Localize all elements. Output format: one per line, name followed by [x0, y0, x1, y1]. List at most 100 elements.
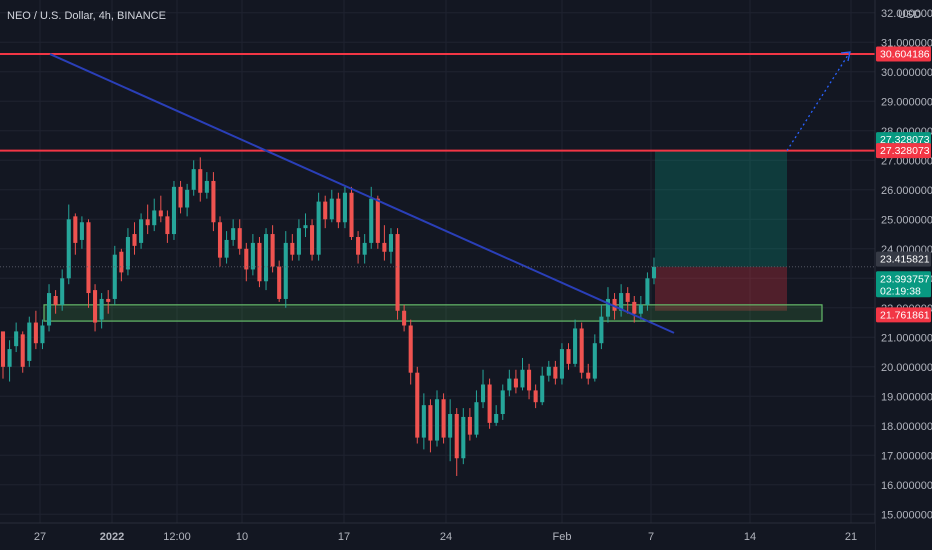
candle-body	[310, 225, 315, 255]
candle-body	[487, 384, 492, 423]
candle-body	[448, 414, 453, 438]
price-tick-label: 32.000000	[881, 8, 932, 20]
candlestick-series	[0, 157, 657, 476]
candle-body	[395, 234, 400, 311]
candle-body	[158, 210, 163, 217]
price-tag	[876, 251, 931, 267]
price-tags: 30.60418627.32807327.32807323.41582123.3…	[876, 46, 931, 323]
candle-body	[434, 399, 440, 441]
candle-body	[93, 290, 98, 323]
candle-body	[415, 372, 420, 438]
candle-body	[592, 343, 597, 379]
candle-body	[520, 369, 525, 388]
candle-body	[283, 242, 288, 299]
price-tag-label: 30.604186	[880, 48, 930, 60]
candle-body	[500, 390, 505, 414]
candle-body	[349, 192, 354, 237]
time-tick-label: 24	[440, 531, 452, 543]
candle-body	[546, 366, 551, 376]
candle-body	[211, 180, 216, 223]
candle-body	[428, 405, 433, 441]
candle-body	[296, 228, 301, 255]
candle-body	[237, 228, 242, 249]
candle-body	[73, 216, 78, 243]
time-tick-label: 10	[236, 531, 248, 543]
candle-body	[7, 349, 12, 367]
candle-body	[625, 293, 630, 302]
candle-body	[369, 198, 374, 243]
time-tick-label: 17	[338, 531, 350, 543]
candle-body	[559, 349, 564, 379]
candle-body	[612, 298, 617, 311]
price-tick-label: 17.000000	[881, 450, 932, 462]
candle-body	[579, 328, 584, 373]
price-tick-label: 18.000000	[881, 421, 932, 433]
price-tick-label: 31.000000	[881, 37, 932, 49]
candle-body	[573, 328, 578, 364]
candle-body	[566, 349, 571, 364]
position-loss-zone[interactable]	[655, 266, 787, 311]
candle-body	[14, 331, 19, 347]
support-zone[interactable]	[43, 304, 823, 322]
candle-body	[119, 251, 124, 273]
price-tick-label: 21.000000	[881, 332, 932, 344]
price-tick-label: 26.000000	[881, 185, 932, 197]
candle-body	[586, 372, 591, 379]
candle-body	[507, 378, 512, 391]
candle-body	[204, 180, 209, 193]
candle-body	[553, 366, 558, 379]
candle-body	[263, 234, 269, 282]
candle-body	[638, 304, 643, 314]
candle-body	[474, 402, 479, 435]
candle-body	[0, 331, 6, 367]
time-tick-label: Feb	[553, 531, 572, 543]
candle-body	[421, 405, 426, 438]
time-axis-background	[0, 523, 875, 550]
downtrend-line[interactable]	[49, 53, 675, 334]
candle-body	[171, 186, 177, 235]
candle-body	[40, 325, 45, 344]
price-tick-label: 16.000000	[881, 480, 932, 492]
candle-body	[461, 416, 466, 459]
candle-body	[99, 298, 104, 320]
price-tag-label: 27.328073	[880, 145, 930, 157]
candle-body	[533, 390, 538, 403]
candle-body	[375, 198, 380, 243]
projection-arrow-head	[840, 51, 851, 62]
time-tick-label: 27	[34, 531, 46, 543]
candle-body	[599, 316, 604, 344]
candle-body	[86, 222, 91, 294]
time-axis[interactable]: 27 2022 12:00 10 17 24 Feb 7 14 21	[34, 531, 857, 543]
price-tick-label: 29.000000	[881, 96, 932, 108]
candle-body	[33, 322, 38, 344]
candle-body	[165, 216, 170, 235]
candle-body	[60, 278, 65, 305]
candle-body	[467, 416, 472, 435]
candle-body	[513, 378, 518, 388]
time-tick-label: 21	[845, 531, 857, 543]
price-tag-label: 23.415821	[880, 254, 930, 266]
candle-body	[250, 242, 255, 270]
chart-title: NEO / U.S. Dollar, 4h, BINANCE	[7, 10, 166, 22]
candle-body	[152, 210, 157, 226]
price-tag	[876, 271, 931, 298]
currency-label: USD	[898, 9, 921, 21]
candle-body	[217, 222, 223, 258]
price-axis[interactable]: 32.00000031.00000030.00000029.00000028.0…	[881, 8, 932, 522]
position-profit-zone[interactable]	[655, 150, 787, 267]
candle-body	[290, 242, 295, 255]
candle-body	[605, 298, 611, 317]
candle-body	[362, 242, 367, 255]
candle-body	[178, 186, 183, 208]
candle-body	[257, 242, 262, 282]
candle-body	[632, 301, 637, 314]
candle-body	[336, 198, 341, 223]
candle-body	[66, 219, 71, 279]
candle-body	[277, 266, 282, 299]
price-tick-label: 25.000000	[881, 214, 932, 226]
price-tick-label: 27.000000	[881, 155, 932, 167]
candle-body	[270, 234, 275, 267]
price-tag-label: 21.761861	[880, 309, 930, 321]
candle-body	[454, 414, 459, 459]
